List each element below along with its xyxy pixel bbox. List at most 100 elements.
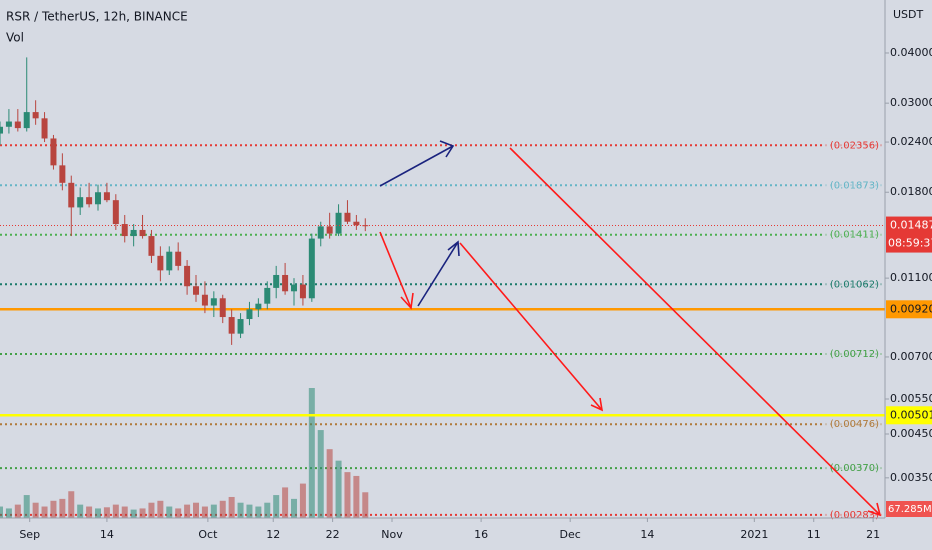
candle-body: [59, 165, 66, 183]
volume-bar: [50, 500, 57, 518]
level-label: (0.02356): [830, 140, 879, 151]
volume-bar: [95, 508, 102, 518]
volume-bar: [282, 487, 289, 518]
price-tag: [886, 300, 932, 319]
candle-body: [317, 226, 324, 239]
volume-bar: [326, 449, 333, 518]
volume-bar: [166, 506, 173, 518]
volume-bar: [86, 506, 93, 518]
candle-body: [353, 221, 360, 226]
volume-bar: [237, 502, 244, 518]
candle-body: [139, 229, 146, 237]
red-arrow: [509, 147, 882, 517]
volume-tag-label: 67.285M: [888, 504, 932, 515]
candle-body: [362, 225, 369, 227]
volume-bar: [273, 495, 280, 518]
candle-body: [32, 112, 39, 119]
countdown-label: 08:59:37: [888, 237, 932, 250]
volume-bar: [362, 492, 369, 518]
x-tick-label: Sep: [19, 528, 40, 541]
level-label: (0.00283): [830, 510, 879, 521]
level-label-bg: [823, 461, 883, 476]
volume-tag: [886, 501, 932, 517]
candle-body: [121, 224, 128, 237]
level-label: (0.01062): [830, 279, 879, 290]
x-tick-label: 21: [866, 528, 880, 541]
candle-body: [326, 226, 333, 234]
candle-body: [86, 197, 93, 205]
price-tag-label: 0.00501: [890, 408, 932, 421]
candle-body: [219, 298, 226, 318]
volume-bar: [139, 508, 146, 518]
x-tick-label: 14: [640, 528, 654, 541]
candle-body: [148, 236, 155, 256]
drawings: [379, 140, 882, 517]
x-tick-label: 14: [100, 528, 114, 541]
candle-body: [157, 255, 164, 271]
candle-body: [344, 212, 351, 222]
candle-body: [23, 112, 30, 129]
candle-body: [291, 284, 298, 292]
volume-bar: [201, 506, 208, 518]
volume-bar: [308, 388, 315, 518]
candle-body: [255, 303, 262, 310]
candle-body: [193, 286, 200, 295]
candle-body: [308, 238, 315, 299]
y-tick-label: 0.00700: [890, 350, 932, 363]
y-tick-label: 0.00450: [890, 427, 932, 440]
volume-bar: [103, 507, 110, 518]
candle-body: [175, 251, 182, 266]
volume-bar: [246, 504, 253, 518]
candle-body: [14, 121, 21, 129]
volume-bar: [59, 498, 66, 518]
price-tag: [886, 406, 932, 425]
candle-body: [112, 200, 119, 225]
volume-bar: [299, 483, 306, 518]
volume-bar: [184, 504, 191, 518]
y-tick-label: 0.02400: [890, 135, 932, 148]
volume-bar: [228, 496, 235, 518]
volume-bar: [264, 502, 271, 518]
level-label-bg: [823, 138, 883, 153]
candle-body: [77, 197, 84, 208]
candle-body: [0, 126, 3, 134]
candle-body: [264, 287, 271, 304]
x-tick-label: Dec: [560, 528, 581, 541]
volume-bar: [219, 500, 226, 518]
candle-body: [335, 212, 342, 234]
level-label-bg: [823, 178, 883, 193]
level-label: (0.00476): [830, 419, 879, 430]
volume-bar: [0, 506, 3, 518]
x-tick-label: 11: [807, 528, 821, 541]
volume-bar: [148, 502, 155, 518]
volume-bar: [317, 430, 324, 518]
y-tick-label: 0.01100: [890, 271, 932, 284]
y-tick-label: 0.00350: [890, 471, 932, 484]
current-price-tag: [886, 216, 932, 253]
candle-body: [210, 298, 217, 306]
x-tick-label: Nov: [381, 528, 403, 541]
red-arrow: [379, 231, 414, 310]
x-tick-label: 12: [266, 528, 280, 541]
y-tick-label: 0.00550: [890, 392, 932, 405]
current-price-label: 0.01487: [890, 219, 932, 232]
volume-bar: [112, 504, 119, 518]
candle-body: [41, 118, 48, 139]
red-arrow: [459, 242, 604, 412]
volume-bar: [121, 506, 128, 518]
blue-arrow: [417, 240, 460, 307]
y-tick-label: 0.01800: [890, 185, 932, 198]
candle-body: [68, 182, 75, 208]
candle-body: [166, 251, 173, 271]
x-tick-label: 16: [474, 528, 488, 541]
candle-body: [103, 192, 110, 201]
candle-body: [282, 274, 289, 292]
candle-body: [237, 319, 244, 334]
volume-bar: [157, 500, 164, 518]
level-label-bg: [823, 227, 883, 242]
x-tick-label: Oct: [198, 528, 218, 541]
candle-body: [5, 121, 12, 127]
